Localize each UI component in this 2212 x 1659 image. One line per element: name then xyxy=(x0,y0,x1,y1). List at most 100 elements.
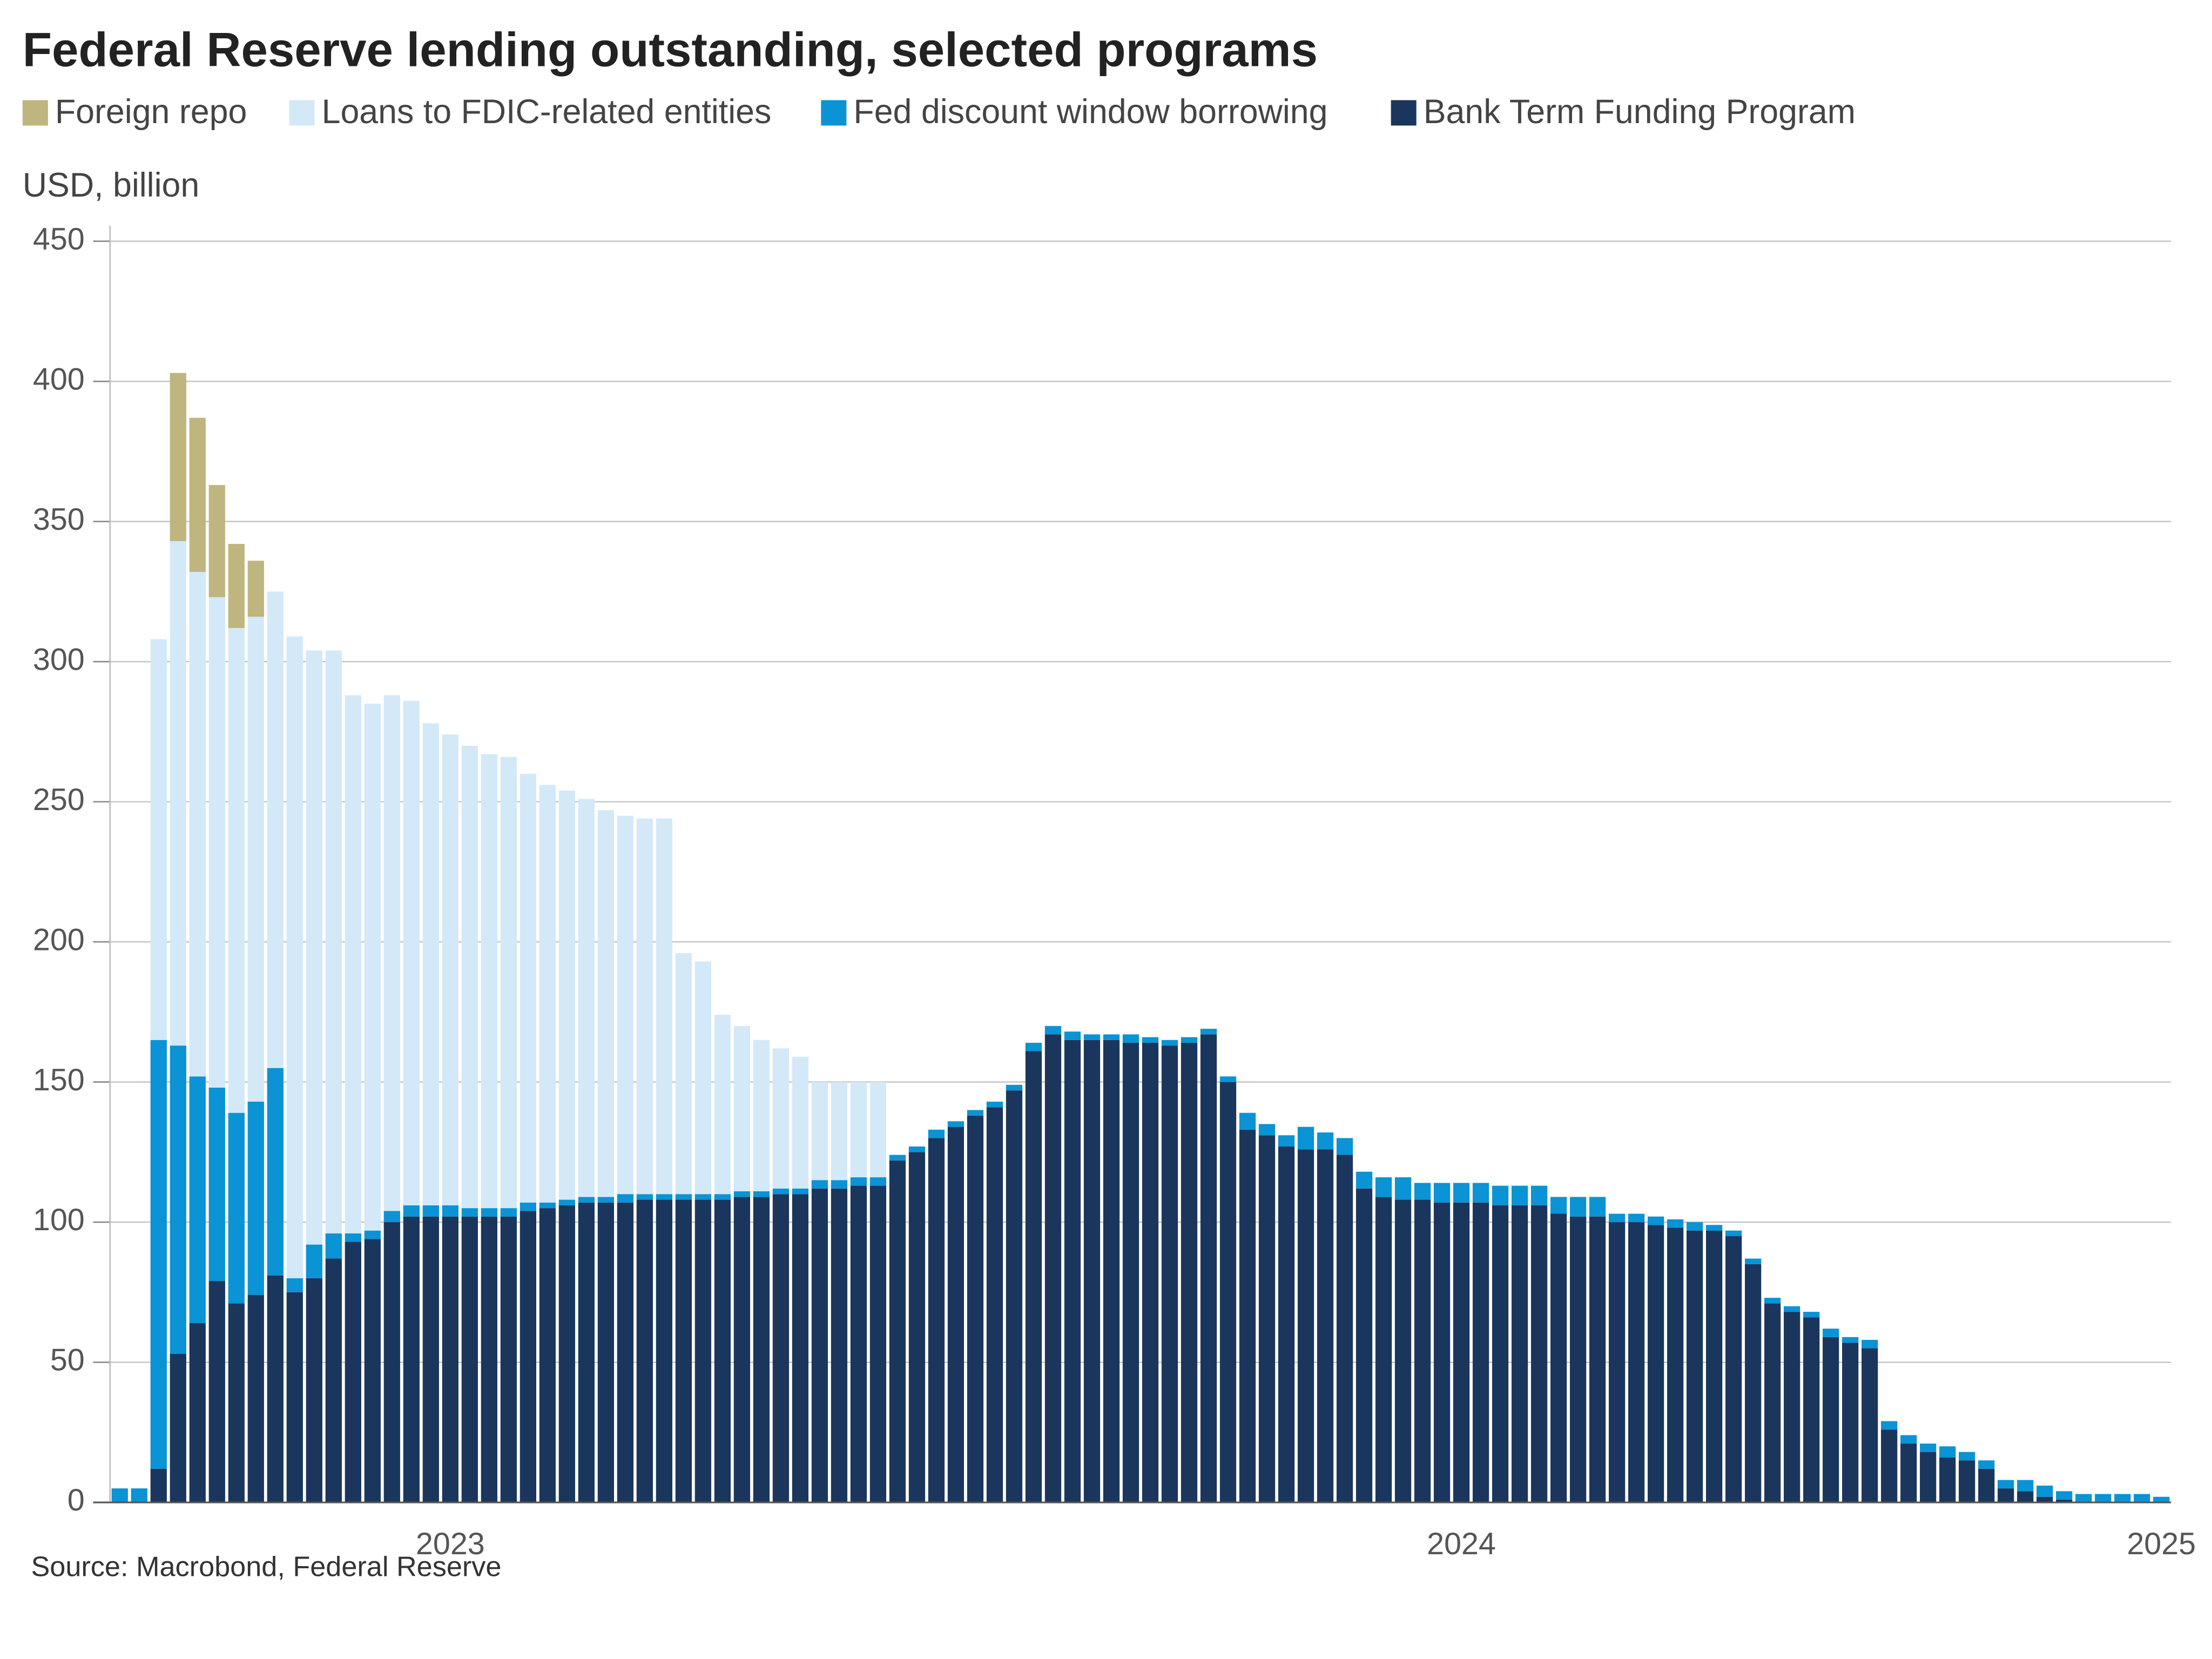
bar-segment xyxy=(403,1216,420,1503)
bar-segment xyxy=(2017,1480,2034,1492)
bar-segment xyxy=(947,1127,965,1503)
legend-swatch xyxy=(289,100,315,126)
bar-segment xyxy=(1103,1034,1120,1040)
bar-segment xyxy=(908,1152,926,1503)
y-tick-label: 400 xyxy=(33,362,85,396)
bar-segment xyxy=(1219,1082,1237,1503)
bar-segment xyxy=(1550,1213,1567,1503)
chart-title: Federal Reserve lending outstanding, sel… xyxy=(23,23,1318,77)
bar-segment xyxy=(792,1056,809,1189)
bar-segment xyxy=(1492,1205,1509,1503)
bar-segment xyxy=(422,1205,439,1217)
bar-segment xyxy=(1881,1429,1898,1503)
bar-segment xyxy=(267,591,284,1068)
bar-segment xyxy=(1453,1183,1470,1203)
bar-segment xyxy=(247,561,264,617)
bar-segment xyxy=(733,1191,751,1197)
bar-segment xyxy=(1862,1340,1878,1348)
bar-segment xyxy=(2036,1496,2053,1503)
bar-segment xyxy=(831,1188,848,1503)
bar-segment xyxy=(383,695,400,1211)
bar-segment xyxy=(1648,1225,1664,1503)
bar-segment xyxy=(189,1076,206,1323)
bar-segment xyxy=(597,1202,614,1503)
bar-segment xyxy=(189,417,206,572)
bar-segment xyxy=(1725,1236,1742,1503)
bar-segment xyxy=(1784,1312,1800,1503)
bar-segment xyxy=(189,1323,206,1503)
bar-segment xyxy=(1433,1183,1451,1203)
bar-segment xyxy=(1900,1435,1917,1444)
bar-segment xyxy=(1122,1034,1139,1043)
bar-segment xyxy=(1492,1185,1509,1205)
bar-segment xyxy=(869,1082,887,1178)
bar-segment xyxy=(208,1281,225,1503)
bar-segment xyxy=(1355,1188,1373,1503)
bar-segment xyxy=(558,790,575,1200)
bar-segment xyxy=(170,373,186,541)
legend-label: Bank Term Funding Program xyxy=(1424,93,1856,131)
x-tick-label: 2023 xyxy=(416,1527,485,1561)
bar-segment xyxy=(1317,1132,1334,1150)
bar-segment xyxy=(2056,1499,2073,1503)
bar-segment xyxy=(811,1188,828,1503)
bar-segment xyxy=(306,650,322,1245)
bar-segment xyxy=(383,1222,400,1503)
bar-segment xyxy=(1764,1303,1781,1503)
bar-segment xyxy=(345,1242,361,1503)
bar-segment xyxy=(694,1194,712,1200)
bar-segment xyxy=(1006,1084,1023,1091)
axes xyxy=(93,225,2171,1503)
bar-segment xyxy=(208,485,225,597)
bar-segment xyxy=(1103,1040,1120,1503)
bar-segment xyxy=(325,650,342,1233)
bar-segment xyxy=(733,1197,751,1503)
legend-swatch xyxy=(1391,100,1417,126)
bar-segment xyxy=(1511,1185,1528,1205)
bar-segment xyxy=(1414,1183,1431,1200)
bar-segment xyxy=(986,1107,1003,1503)
bar-segment xyxy=(481,754,497,1209)
bar-segment xyxy=(306,1278,322,1503)
bar-segment xyxy=(967,1110,984,1116)
bar-segment xyxy=(286,636,303,1278)
bar-segment xyxy=(1472,1202,1489,1503)
bar-segment xyxy=(694,1199,712,1503)
bar-segment xyxy=(1472,1183,1489,1203)
bar-segment xyxy=(228,1303,245,1503)
bar-segment xyxy=(131,1488,147,1503)
bar-segment xyxy=(597,810,614,1197)
bar-segment xyxy=(2075,1494,2092,1503)
bar-segment xyxy=(1608,1222,1626,1503)
bar-segment xyxy=(539,1208,556,1503)
bar-segment xyxy=(1336,1155,1353,1503)
bar-segment xyxy=(1725,1230,1742,1237)
bar-segment xyxy=(500,1216,517,1503)
bar-segment xyxy=(189,572,206,1077)
bar-segment xyxy=(150,1040,167,1469)
bar-segment xyxy=(1453,1202,1470,1503)
bar-segment xyxy=(986,1101,1003,1108)
bar-segment xyxy=(1745,1264,1762,1503)
bar-segment xyxy=(403,700,420,1205)
bar-segment xyxy=(597,1197,614,1203)
bar-segment xyxy=(1044,1026,1062,1035)
y-tick-label: 0 xyxy=(68,1483,85,1518)
source-note: Source: Macrobond, Federal Reserve xyxy=(31,1552,501,1583)
x-tick-label: 2024 xyxy=(1427,1527,1496,1561)
bar-segment xyxy=(1278,1135,1295,1147)
bar-segment xyxy=(869,1177,887,1186)
bar-segment xyxy=(1569,1216,1587,1503)
bar-segment xyxy=(2153,1496,2170,1503)
bar-segment xyxy=(792,1194,809,1503)
bar-segment xyxy=(850,1177,867,1186)
bar-segment xyxy=(1978,1468,1995,1503)
bar-segment xyxy=(1433,1202,1451,1503)
bar-segment xyxy=(772,1188,790,1195)
bar-segment xyxy=(1317,1149,1334,1503)
bar-segment xyxy=(772,1194,790,1503)
bar-segment xyxy=(578,799,595,1197)
bar-segment xyxy=(325,1258,342,1503)
bar-segment xyxy=(850,1185,867,1503)
bar-segment xyxy=(1025,1042,1042,1051)
